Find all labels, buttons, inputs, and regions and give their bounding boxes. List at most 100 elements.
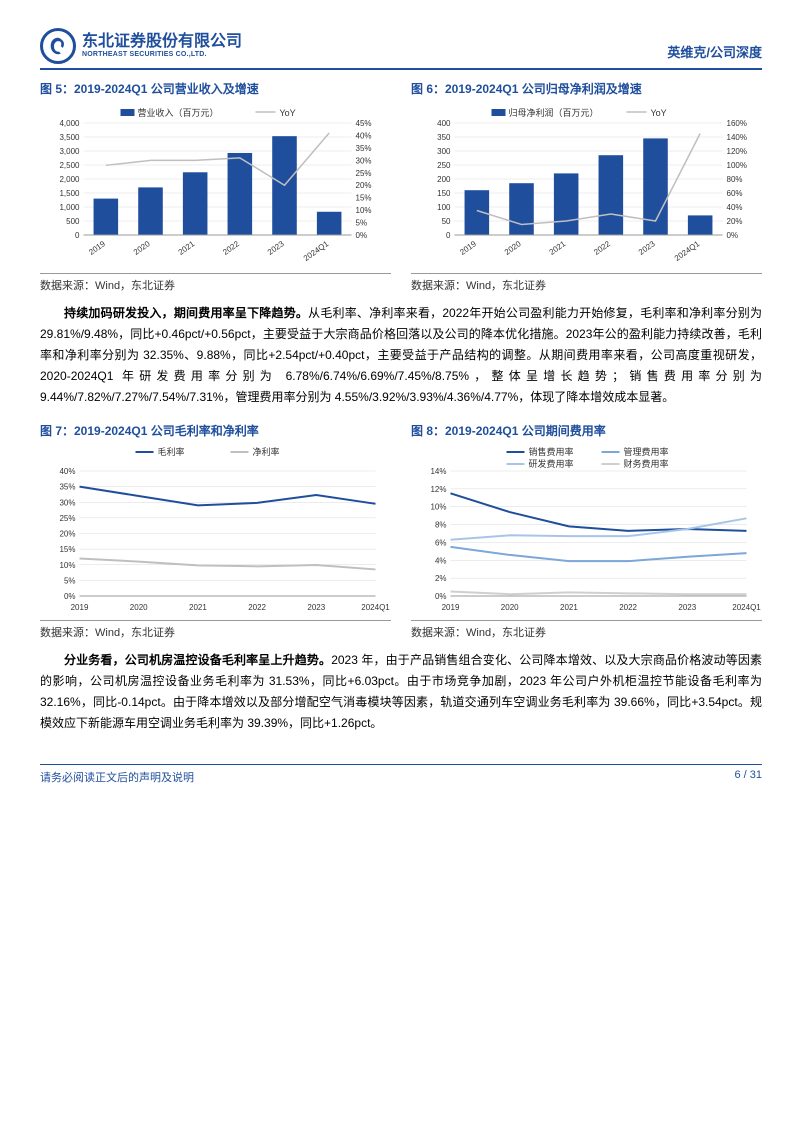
chart6-source: 数据来源：Wind，东北证券 bbox=[411, 273, 762, 293]
chart5-title: 图 5：2019-2024Q1 公司营业收入及增速 bbox=[40, 80, 391, 97]
svg-text:2022: 2022 bbox=[619, 603, 637, 612]
svg-text:0: 0 bbox=[446, 231, 451, 240]
svg-text:2019: 2019 bbox=[458, 239, 478, 257]
footer-left: 请务必阅读正文后的声明及说明 bbox=[40, 769, 194, 785]
chart5-source: 数据来源：Wind，东北证券 bbox=[40, 273, 391, 293]
svg-text:毛利率: 毛利率 bbox=[158, 446, 185, 457]
svg-text:2%: 2% bbox=[435, 574, 447, 583]
svg-text:30%: 30% bbox=[356, 156, 372, 165]
svg-text:5%: 5% bbox=[64, 576, 76, 585]
svg-text:2020: 2020 bbox=[503, 239, 523, 257]
svg-text:2022: 2022 bbox=[221, 239, 241, 257]
svg-text:0: 0 bbox=[75, 231, 80, 240]
svg-text:研发费用率: 研发费用率 bbox=[529, 458, 574, 469]
svg-text:15%: 15% bbox=[356, 194, 372, 203]
chart8: 销售费用率管理费用率研发费用率财务费用率0%2%4%6%8%10%12%14%2… bbox=[411, 443, 762, 618]
svg-text:2019: 2019 bbox=[87, 239, 107, 257]
svg-text:2021: 2021 bbox=[189, 603, 207, 612]
svg-text:14%: 14% bbox=[430, 467, 446, 476]
svg-text:6%: 6% bbox=[435, 538, 447, 547]
para2-bold: 分业务看，公司机房温控设备毛利率呈上升趋势。 bbox=[64, 653, 331, 667]
svg-text:2024Q1: 2024Q1 bbox=[673, 239, 702, 263]
svg-text:2024Q1: 2024Q1 bbox=[361, 603, 390, 612]
svg-text:200: 200 bbox=[437, 175, 451, 184]
svg-text:20%: 20% bbox=[727, 217, 743, 226]
logo-en: NORTHEAST SECURITIES CO.,LTD. bbox=[82, 51, 242, 59]
svg-text:2019: 2019 bbox=[71, 603, 89, 612]
svg-text:40%: 40% bbox=[356, 131, 372, 140]
svg-text:4,000: 4,000 bbox=[59, 119, 80, 128]
svg-text:120%: 120% bbox=[727, 147, 747, 156]
svg-text:2,000: 2,000 bbox=[59, 175, 80, 184]
svg-text:250: 250 bbox=[437, 161, 451, 170]
svg-text:2021: 2021 bbox=[560, 603, 578, 612]
chart6-title: 图 6：2019-2024Q1 公司归母净利润及增速 bbox=[411, 80, 762, 97]
header-right: 英维克/公司深度 bbox=[667, 42, 762, 61]
chart8-source: 数据来源：Wind，东北证券 bbox=[411, 620, 762, 640]
svg-text:20%: 20% bbox=[59, 530, 75, 539]
svg-text:12%: 12% bbox=[430, 485, 446, 494]
svg-text:净利率: 净利率 bbox=[253, 446, 280, 457]
svg-text:营业收入（百万元）: 营业收入（百万元） bbox=[138, 107, 219, 118]
svg-text:2020: 2020 bbox=[130, 603, 148, 612]
svg-text:2019: 2019 bbox=[442, 603, 460, 612]
svg-text:10%: 10% bbox=[59, 561, 75, 570]
svg-text:归母净利润（百万元）: 归母净利润（百万元） bbox=[509, 107, 599, 118]
svg-text:50: 50 bbox=[442, 217, 451, 226]
page-footer: 请务必阅读正文后的声明及说明 6 / 31 bbox=[40, 764, 762, 785]
svg-text:45%: 45% bbox=[356, 119, 372, 128]
svg-text:2024Q1: 2024Q1 bbox=[302, 239, 331, 263]
svg-text:60%: 60% bbox=[727, 189, 743, 198]
svg-text:管理费用率: 管理费用率 bbox=[624, 446, 669, 457]
svg-text:4%: 4% bbox=[435, 556, 447, 565]
svg-text:销售费用率: 销售费用率 bbox=[529, 446, 574, 457]
svg-text:40%: 40% bbox=[59, 467, 75, 476]
svg-text:2021: 2021 bbox=[177, 239, 197, 257]
svg-text:40%: 40% bbox=[727, 203, 743, 212]
svg-text:3,000: 3,000 bbox=[59, 147, 80, 156]
logo-block: 东北证券股份有限公司 NORTHEAST SECURITIES CO.,LTD. bbox=[40, 28, 242, 64]
svg-text:2020: 2020 bbox=[501, 603, 519, 612]
svg-text:30%: 30% bbox=[59, 498, 75, 507]
svg-text:15%: 15% bbox=[59, 545, 75, 554]
svg-text:10%: 10% bbox=[356, 206, 372, 215]
svg-text:5%: 5% bbox=[356, 219, 368, 228]
svg-text:500: 500 bbox=[66, 217, 80, 226]
chart7-source: 数据来源：Wind，东北证券 bbox=[40, 620, 391, 640]
svg-text:YoY: YoY bbox=[280, 108, 296, 118]
paragraph-2: 分业务看，公司机房温控设备毛利率呈上升趋势。2023 年，由于产品销售组合变化、… bbox=[40, 650, 762, 734]
paragraph-1: 持续加码研发投入，期间费用率呈下降趋势。从毛利率、净利率来看，2022年开始公司… bbox=[40, 303, 762, 408]
svg-text:2023: 2023 bbox=[266, 239, 286, 257]
svg-text:1,000: 1,000 bbox=[59, 203, 80, 212]
para1-bold: 持续加码研发投入，期间费用率呈下降趋势。 bbox=[64, 306, 308, 320]
svg-text:2023: 2023 bbox=[637, 239, 657, 257]
logo-icon bbox=[40, 28, 76, 64]
svg-text:25%: 25% bbox=[356, 169, 372, 178]
svg-text:140%: 140% bbox=[727, 133, 747, 142]
chart5: 营业收入（百万元）YoY05001,0001,5002,0002,5003,00… bbox=[40, 101, 391, 271]
chart6: 归母净利润（百万元）YoY0501001502002503003504000%2… bbox=[411, 101, 762, 271]
svg-text:0%: 0% bbox=[435, 592, 447, 601]
svg-text:2023: 2023 bbox=[678, 603, 696, 612]
svg-text:2022: 2022 bbox=[248, 603, 266, 612]
chart7-title: 图 7：2019-2024Q1 公司毛利率和净利率 bbox=[40, 422, 391, 439]
svg-text:10%: 10% bbox=[430, 503, 446, 512]
svg-text:8%: 8% bbox=[435, 521, 447, 530]
svg-text:25%: 25% bbox=[59, 514, 75, 523]
svg-text:160%: 160% bbox=[727, 119, 747, 128]
svg-text:80%: 80% bbox=[727, 175, 743, 184]
svg-text:300: 300 bbox=[437, 147, 451, 156]
svg-text:2,500: 2,500 bbox=[59, 161, 80, 170]
svg-text:2022: 2022 bbox=[592, 239, 612, 257]
svg-text:100: 100 bbox=[437, 203, 451, 212]
svg-text:0%: 0% bbox=[356, 231, 368, 240]
svg-text:350: 350 bbox=[437, 133, 451, 142]
svg-text:2020: 2020 bbox=[132, 239, 152, 257]
svg-text:35%: 35% bbox=[59, 483, 75, 492]
chart7: 毛利率 净利率 0% 5% 10% 15% 20% 25% 30% 35% 40% 2019 2020 2… bbox=[40, 443, 391, 618]
svg-text:0%: 0% bbox=[727, 231, 739, 240]
svg-text:100%: 100% bbox=[727, 161, 747, 170]
svg-text:3,500: 3,500 bbox=[59, 133, 80, 142]
svg-text:2024Q1: 2024Q1 bbox=[732, 603, 761, 612]
svg-text:0%: 0% bbox=[64, 592, 76, 601]
